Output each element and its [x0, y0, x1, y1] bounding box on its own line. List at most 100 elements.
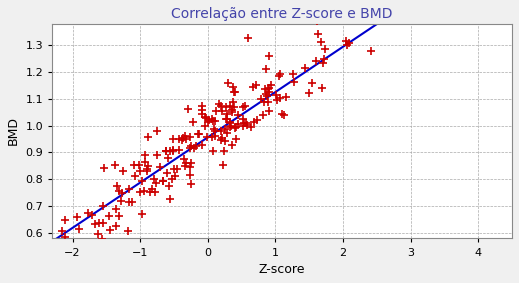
- Point: [204, 119, 212, 124]
- Point: [225, 121, 234, 125]
- Point: [228, 108, 236, 112]
- Point: [136, 189, 144, 194]
- Point: [186, 173, 195, 177]
- Point: [345, 40, 353, 45]
- Point: [138, 211, 146, 216]
- Point: [258, 113, 267, 118]
- Point: [219, 163, 227, 167]
- Point: [162, 149, 170, 153]
- Point: [289, 72, 297, 76]
- Point: [230, 105, 239, 109]
- Point: [165, 184, 173, 189]
- Point: [166, 197, 174, 201]
- Point: [198, 108, 207, 112]
- Point: [222, 105, 230, 110]
- Point: [218, 109, 227, 114]
- Point: [111, 163, 119, 167]
- Point: [115, 188, 124, 193]
- Point: [222, 117, 230, 121]
- Point: [140, 189, 148, 194]
- Point: [227, 124, 235, 128]
- Point: [272, 92, 280, 97]
- Point: [202, 135, 211, 140]
- Point: [186, 164, 195, 169]
- Point: [215, 102, 223, 106]
- Point: [187, 144, 196, 148]
- Point: [163, 171, 171, 175]
- Point: [185, 145, 194, 150]
- Point: [166, 148, 174, 153]
- Point: [212, 109, 220, 113]
- Point: [187, 160, 195, 165]
- Point: [321, 47, 330, 51]
- Point: [181, 164, 189, 168]
- Point: [265, 108, 274, 113]
- Point: [152, 181, 160, 186]
- Point: [93, 231, 102, 236]
- Point: [250, 120, 258, 124]
- Point: [168, 176, 176, 181]
- Point: [182, 161, 190, 166]
- Point: [260, 100, 268, 104]
- Point: [312, 59, 320, 64]
- Point: [239, 117, 247, 121]
- Point: [320, 57, 329, 61]
- Point: [189, 120, 198, 125]
- Point: [366, 49, 375, 53]
- Point: [276, 96, 284, 100]
- Point: [228, 110, 237, 115]
- Point: [210, 127, 218, 132]
- Point: [178, 138, 186, 143]
- Point: [118, 191, 126, 196]
- Point: [119, 169, 127, 173]
- Point: [305, 91, 313, 95]
- Point: [117, 199, 125, 203]
- Point: [186, 135, 195, 140]
- Point: [239, 105, 247, 110]
- Point: [99, 204, 107, 208]
- Point: [121, 251, 130, 256]
- Point: [223, 116, 231, 121]
- Point: [273, 98, 281, 102]
- Point: [216, 129, 225, 133]
- Point: [209, 149, 217, 153]
- Point: [75, 227, 84, 231]
- Point: [234, 113, 242, 117]
- Point: [239, 124, 247, 129]
- Point: [229, 100, 237, 104]
- Point: [275, 74, 283, 79]
- Point: [105, 227, 114, 232]
- Point: [223, 131, 231, 136]
- Point: [209, 119, 217, 123]
- Point: [150, 177, 158, 182]
- Point: [319, 61, 327, 65]
- Point: [308, 81, 316, 85]
- Point: [99, 221, 107, 226]
- Point: [194, 131, 202, 136]
- Point: [61, 218, 70, 223]
- Point: [406, 15, 414, 19]
- Point: [265, 85, 273, 90]
- Point: [169, 167, 177, 171]
- Point: [231, 137, 240, 141]
- Point: [387, 0, 395, 2]
- Point: [216, 104, 225, 109]
- Point: [282, 95, 291, 99]
- Point: [153, 129, 161, 133]
- Point: [145, 190, 154, 194]
- Point: [226, 103, 234, 108]
- Point: [141, 159, 149, 164]
- Point: [211, 129, 219, 134]
- Point: [267, 83, 276, 88]
- Point: [105, 214, 113, 218]
- Point: [169, 149, 177, 153]
- Point: [312, 18, 321, 23]
- Point: [221, 127, 229, 131]
- Point: [220, 149, 228, 154]
- Point: [201, 124, 209, 128]
- Point: [84, 211, 92, 215]
- Point: [202, 116, 210, 120]
- Point: [241, 104, 249, 108]
- Point: [192, 143, 200, 148]
- Point: [55, 253, 63, 258]
